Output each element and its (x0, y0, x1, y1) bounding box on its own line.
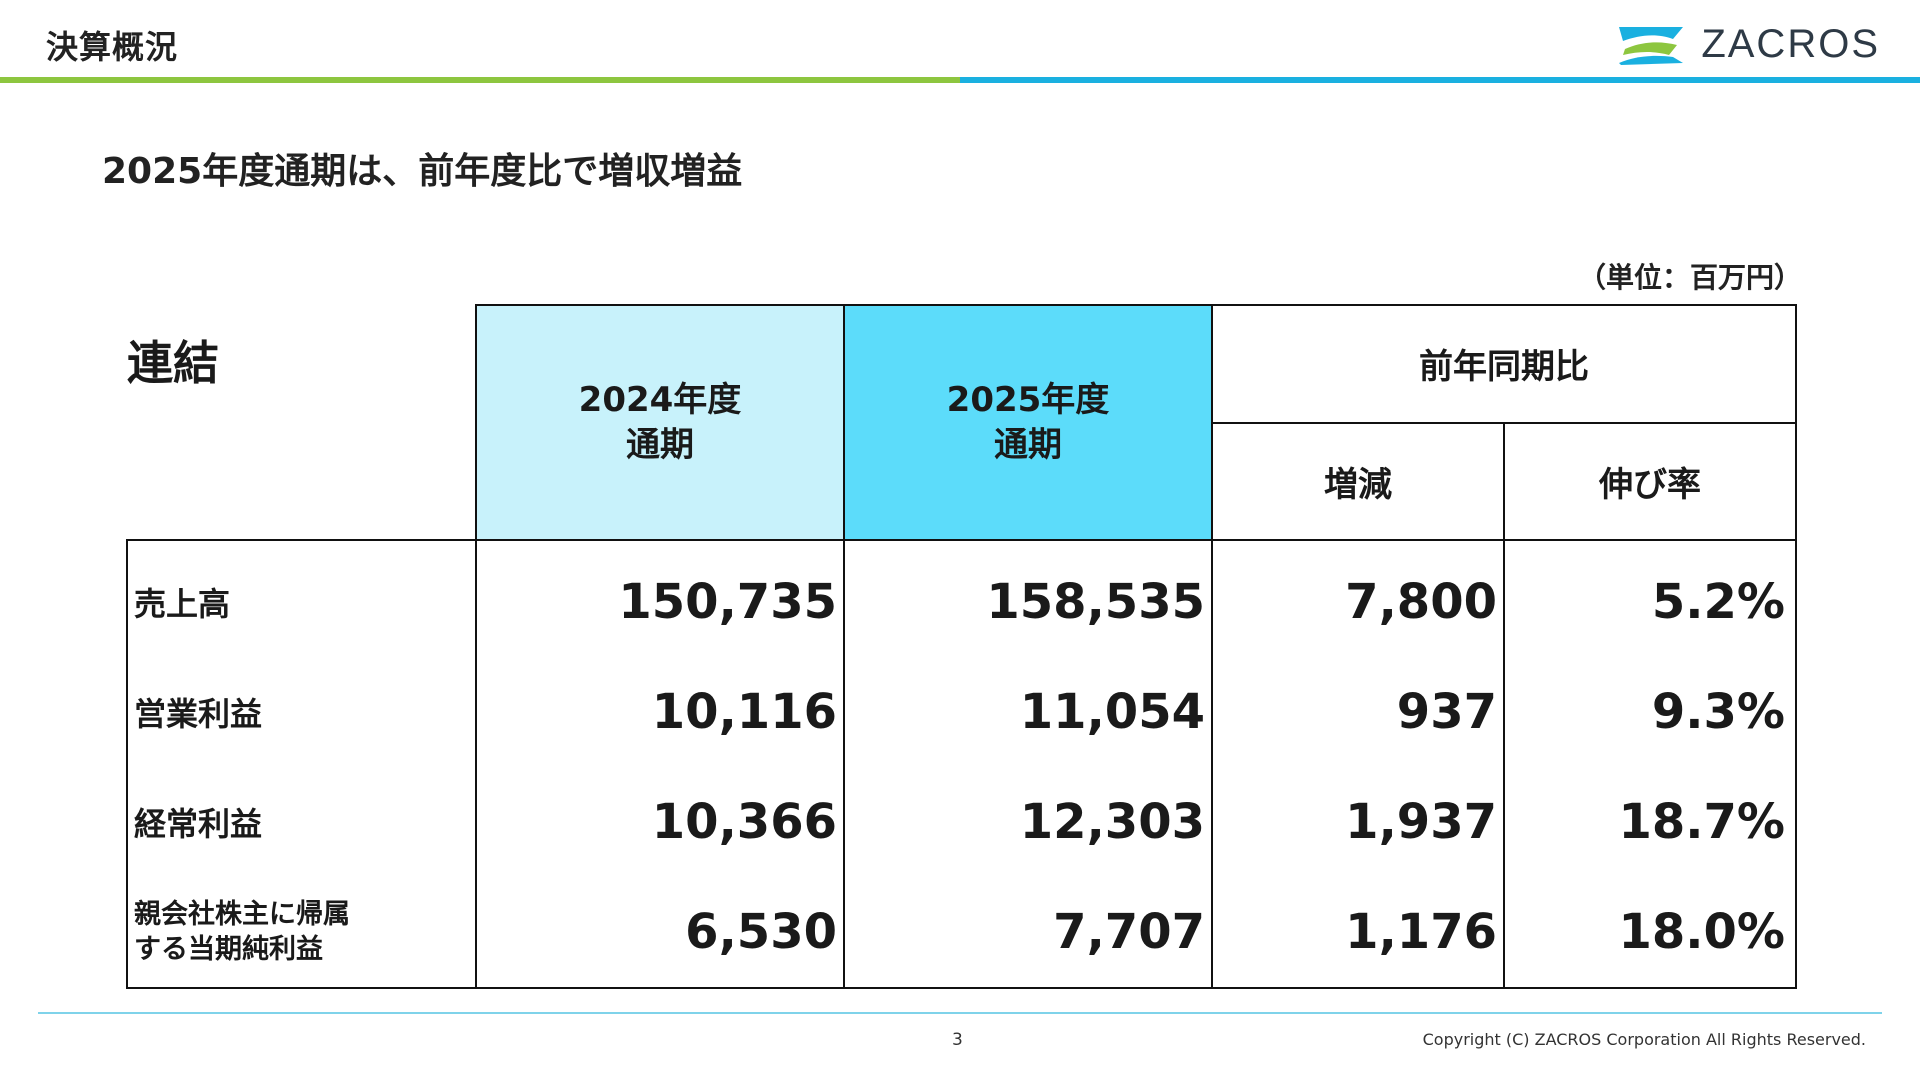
column-header-fy2025: 2025年度 通期 (843, 304, 1213, 541)
footer-divider (38, 1012, 1882, 1014)
cell-curr: 11,054 (843, 657, 1213, 767)
table-row: 売上高 150,735 158,535 7,800 5.2% (126, 540, 1797, 657)
cell-change: 7,800 (1211, 540, 1505, 657)
cell-rate: 9.3% (1503, 657, 1797, 767)
column-header-yoy: 前年同期比 (1211, 304, 1797, 424)
company-logo: ZACROS (1617, 22, 1880, 67)
logo-bottom-stripe (1619, 55, 1684, 65)
cell-change: 937 (1211, 657, 1505, 767)
row-label-operating-profit: 営業利益 (126, 657, 477, 767)
header-row-2: 増減 伸び率 (127, 421, 1797, 541)
cell-curr: 158,535 (843, 540, 1213, 657)
cell-change: 1,176 (1211, 877, 1505, 989)
row-label-net-sales: 売上高 (126, 540, 477, 657)
header-bar-left (0, 77, 960, 83)
table-row: 親会社株主に帰属 する当期純利益 6,530 7,707 1,176 18.0% (126, 877, 1797, 989)
logo-text: ZACROS (1701, 22, 1880, 66)
consolidated-label: 連結 (127, 305, 476, 541)
financial-summary-table: 連結 2024年度 通期 2025年度 通期 前年同期比 増減 伸び率 売上高 … (126, 304, 1797, 989)
headline: 2025年度通期は、前年度比で増収増益 (102, 151, 743, 192)
cell-curr: 12,303 (843, 767, 1213, 877)
cell-prev: 10,116 (475, 657, 845, 767)
column-header-growth-rate: 伸び率 (1503, 421, 1797, 541)
page-number: 3 (952, 1030, 963, 1050)
row-label-ordinary-profit: 経常利益 (126, 767, 477, 877)
cell-rate: 18.7% (1503, 767, 1797, 877)
unit-label: （単位：百万円） (1577, 261, 1802, 294)
row-label-net-income: 親会社株主に帰属 する当期純利益 (126, 877, 477, 989)
table-row: 営業利益 10,116 11,054 937 9.3% (126, 657, 1797, 767)
column-header-fy2024-year: 2024年度 (578, 380, 742, 421)
column-header-change: 増減 (1211, 421, 1505, 541)
logo-middle-stripe (1623, 41, 1678, 55)
cell-prev: 10,366 (475, 767, 845, 877)
column-header-fy2024: 2024年度 通期 (475, 304, 845, 541)
zacros-logo-icon (1619, 26, 1684, 65)
header-bar-right (960, 77, 1920, 83)
table-row: 経常利益 10,366 12,303 1,937 18.7% (126, 767, 1797, 877)
column-header-fy2025-period: 通期 (994, 424, 1062, 465)
row-label-net-income-line2: する当期純利益 (134, 934, 323, 965)
cell-change: 1,937 (1211, 767, 1505, 877)
cell-prev: 150,735 (475, 540, 845, 657)
column-header-fy2025-year: 2025年度 (946, 380, 1110, 421)
cell-rate: 5.2% (1503, 540, 1797, 657)
copyright-notice: Copyright (C) ZACROS Corporation All Rig… (1422, 1030, 1866, 1049)
page-title: 決算概況 (46, 28, 179, 66)
logo-top-stripe (1619, 26, 1684, 41)
header-row-1: 連結 2024年度 通期 2025年度 通期 前年同期比 (127, 304, 1797, 541)
row-label-net-income-line1: 親会社株主に帰属 (134, 898, 350, 930)
cell-prev: 6,530 (475, 877, 845, 989)
cell-curr: 7,707 (843, 877, 1213, 989)
column-header-fy2024-period: 通期 (626, 424, 694, 465)
cell-rate: 18.0% (1503, 877, 1797, 989)
